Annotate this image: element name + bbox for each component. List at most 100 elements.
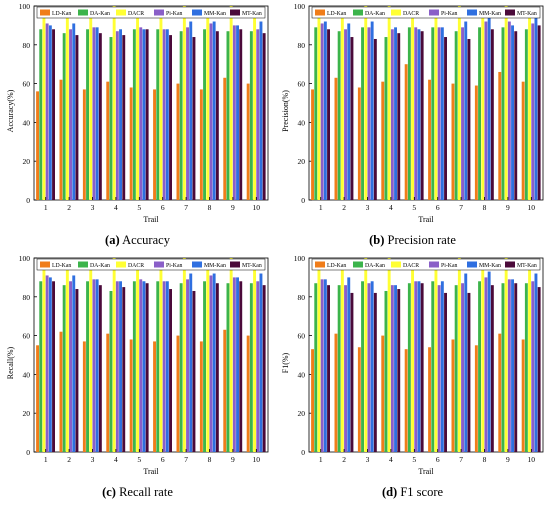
y-tick-label: 40 <box>298 118 306 127</box>
bar <box>159 9 163 200</box>
bar <box>153 89 156 200</box>
bar <box>249 283 253 452</box>
bar <box>139 279 143 452</box>
x-tick-label: 7 <box>184 455 188 464</box>
bar <box>132 29 136 201</box>
bar <box>45 275 49 452</box>
bar <box>89 259 93 452</box>
bar <box>182 258 186 452</box>
x-tick-label: 2 <box>342 455 346 464</box>
legend-label: Pi-Kan <box>166 263 183 269</box>
bar <box>36 91 39 200</box>
x-tick-label: 9 <box>231 455 235 464</box>
bar <box>334 77 338 200</box>
bar <box>340 259 344 452</box>
bar <box>182 6 186 200</box>
bar <box>86 29 89 201</box>
bar <box>215 31 219 200</box>
caption-text: F1 score <box>400 485 444 499</box>
x-tick-label: 8 <box>208 203 212 212</box>
bar <box>407 283 411 452</box>
bar <box>347 277 351 452</box>
bar <box>156 281 160 452</box>
bar <box>534 17 538 200</box>
bar <box>461 27 464 201</box>
bar <box>65 259 69 452</box>
y-tick-label: 80 <box>23 41 31 50</box>
y-tick-label: 40 <box>23 370 31 379</box>
bar <box>320 279 324 452</box>
x-tick-label: 3 <box>366 455 370 464</box>
x-axis-label: Trail <box>143 215 159 224</box>
bar <box>156 29 160 201</box>
bar <box>317 261 321 452</box>
bar <box>390 29 394 201</box>
bar <box>484 277 488 452</box>
caption-letter: (c) <box>102 485 116 499</box>
legend-swatch <box>78 9 88 16</box>
bar <box>132 281 136 452</box>
bar <box>414 281 418 452</box>
y-tick-label: 20 <box>23 157 31 166</box>
x-tick-label: 1 <box>319 203 323 212</box>
bar <box>314 27 318 201</box>
bar <box>139 27 143 201</box>
x-tick-label: 5 <box>412 455 416 464</box>
x-axis-label: Trail <box>418 215 434 224</box>
bar <box>373 38 377 201</box>
bar <box>514 31 518 200</box>
bar <box>440 281 444 452</box>
legend-swatch <box>467 9 477 16</box>
legend-label: DA-Kan <box>90 263 110 269</box>
bar <box>92 27 96 201</box>
bar <box>528 7 531 200</box>
bar <box>428 347 431 452</box>
bar <box>478 281 481 452</box>
x-tick-label: 8 <box>208 455 212 464</box>
bar <box>490 29 494 201</box>
bar <box>487 17 491 200</box>
x-tick-label: 9 <box>506 203 510 212</box>
bar <box>246 83 250 200</box>
bar <box>444 292 447 452</box>
bar <box>165 281 169 452</box>
bar <box>484 21 488 200</box>
bar <box>323 279 327 452</box>
bar <box>165 29 169 201</box>
bar <box>417 29 421 201</box>
x-tick-label: 4 <box>114 455 118 464</box>
legend-label: MT-Kan <box>242 263 262 269</box>
bar <box>404 349 408 452</box>
bar <box>52 281 55 452</box>
y-tick-label: 100 <box>294 2 306 11</box>
bar <box>129 87 133 200</box>
bar <box>404 64 408 200</box>
bar <box>524 29 528 201</box>
bar <box>537 25 541 201</box>
x-tick-label: 2 <box>342 203 346 212</box>
bar <box>337 31 341 200</box>
bar <box>528 259 531 452</box>
x-tick-label: 4 <box>389 203 393 212</box>
bar <box>256 29 260 201</box>
legend-label: MM-Kan <box>204 11 226 17</box>
legend-swatch <box>429 9 439 16</box>
bar <box>464 273 468 452</box>
x-tick-label: 1 <box>319 455 323 464</box>
x-tick-label: 2 <box>67 455 71 464</box>
bar <box>457 258 461 452</box>
y-tick-label: 80 <box>23 293 31 302</box>
bar <box>209 23 213 201</box>
bar <box>69 281 72 452</box>
bar <box>229 258 233 452</box>
legend-label: DA-Kan <box>365 11 385 17</box>
y-tick-label: 60 <box>23 332 31 341</box>
bar <box>357 347 361 452</box>
bar <box>203 29 206 201</box>
bar <box>344 285 347 452</box>
x-tick-label: 3 <box>366 203 370 212</box>
bar <box>162 29 166 201</box>
legend-swatch <box>192 9 202 16</box>
bar <box>232 277 236 452</box>
bar <box>62 33 66 200</box>
